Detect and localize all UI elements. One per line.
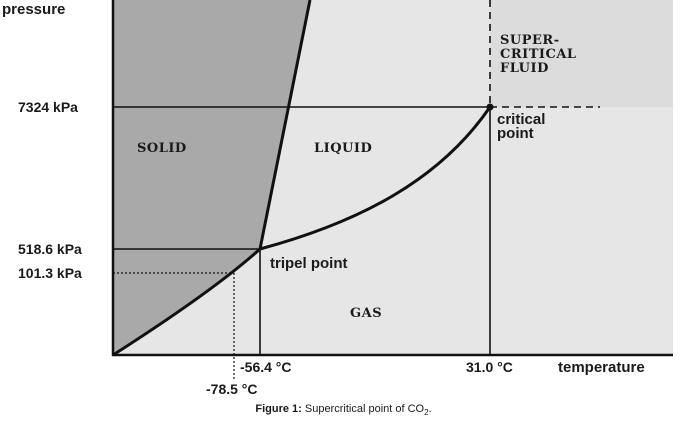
temperature-label-triple: -56.4 °C xyxy=(240,359,292,375)
solid-region xyxy=(113,0,310,355)
co2-phase-diagram: pressure temperature 7324 kPa 518.6 kPa … xyxy=(2,0,673,397)
figure-caption-label: Figure 1: xyxy=(255,403,305,415)
figure-caption-text: Supercritical point of CO xyxy=(304,403,425,415)
y-axis-title: pressure xyxy=(2,1,65,18)
melting-curve xyxy=(258,0,312,250)
temperature-label-critical: 31.0 °C xyxy=(466,359,513,375)
critical-point-marker xyxy=(486,103,494,111)
figure-caption-subscript: 2 xyxy=(424,408,429,418)
pressure-label-critical: 7324 kPa xyxy=(18,99,78,115)
pressure-label-atmospheric: 101.3 kPa xyxy=(18,265,82,281)
critical-point-label-1: critical xyxy=(497,111,545,128)
figure-caption-end: . xyxy=(428,403,432,415)
triple-point-label: tripel point xyxy=(270,255,348,272)
critical-point-label-2: point xyxy=(497,125,534,142)
region-label-supercritical-2: CRITICAL xyxy=(500,47,577,62)
pressure-label-triple: 518.6 kPa xyxy=(18,241,82,257)
region-label-solid: SOLID xyxy=(137,141,187,156)
temperature-label-sublimation: -78.5 °C xyxy=(206,381,258,397)
region-label-supercritical-3: FLUID xyxy=(500,61,549,76)
region-label-gas: GAS xyxy=(350,306,382,321)
x-axis-title: temperature xyxy=(558,359,645,376)
region-label-supercritical-1: SUPER- xyxy=(500,33,560,48)
region-label-liquid: LIQUID xyxy=(314,141,372,156)
figure-caption: Figure 1: Supercritical point of CO2. xyxy=(0,403,687,417)
sublimation-curve xyxy=(112,247,262,357)
supercritical-region xyxy=(490,0,673,107)
vaporization-curve xyxy=(259,106,492,251)
